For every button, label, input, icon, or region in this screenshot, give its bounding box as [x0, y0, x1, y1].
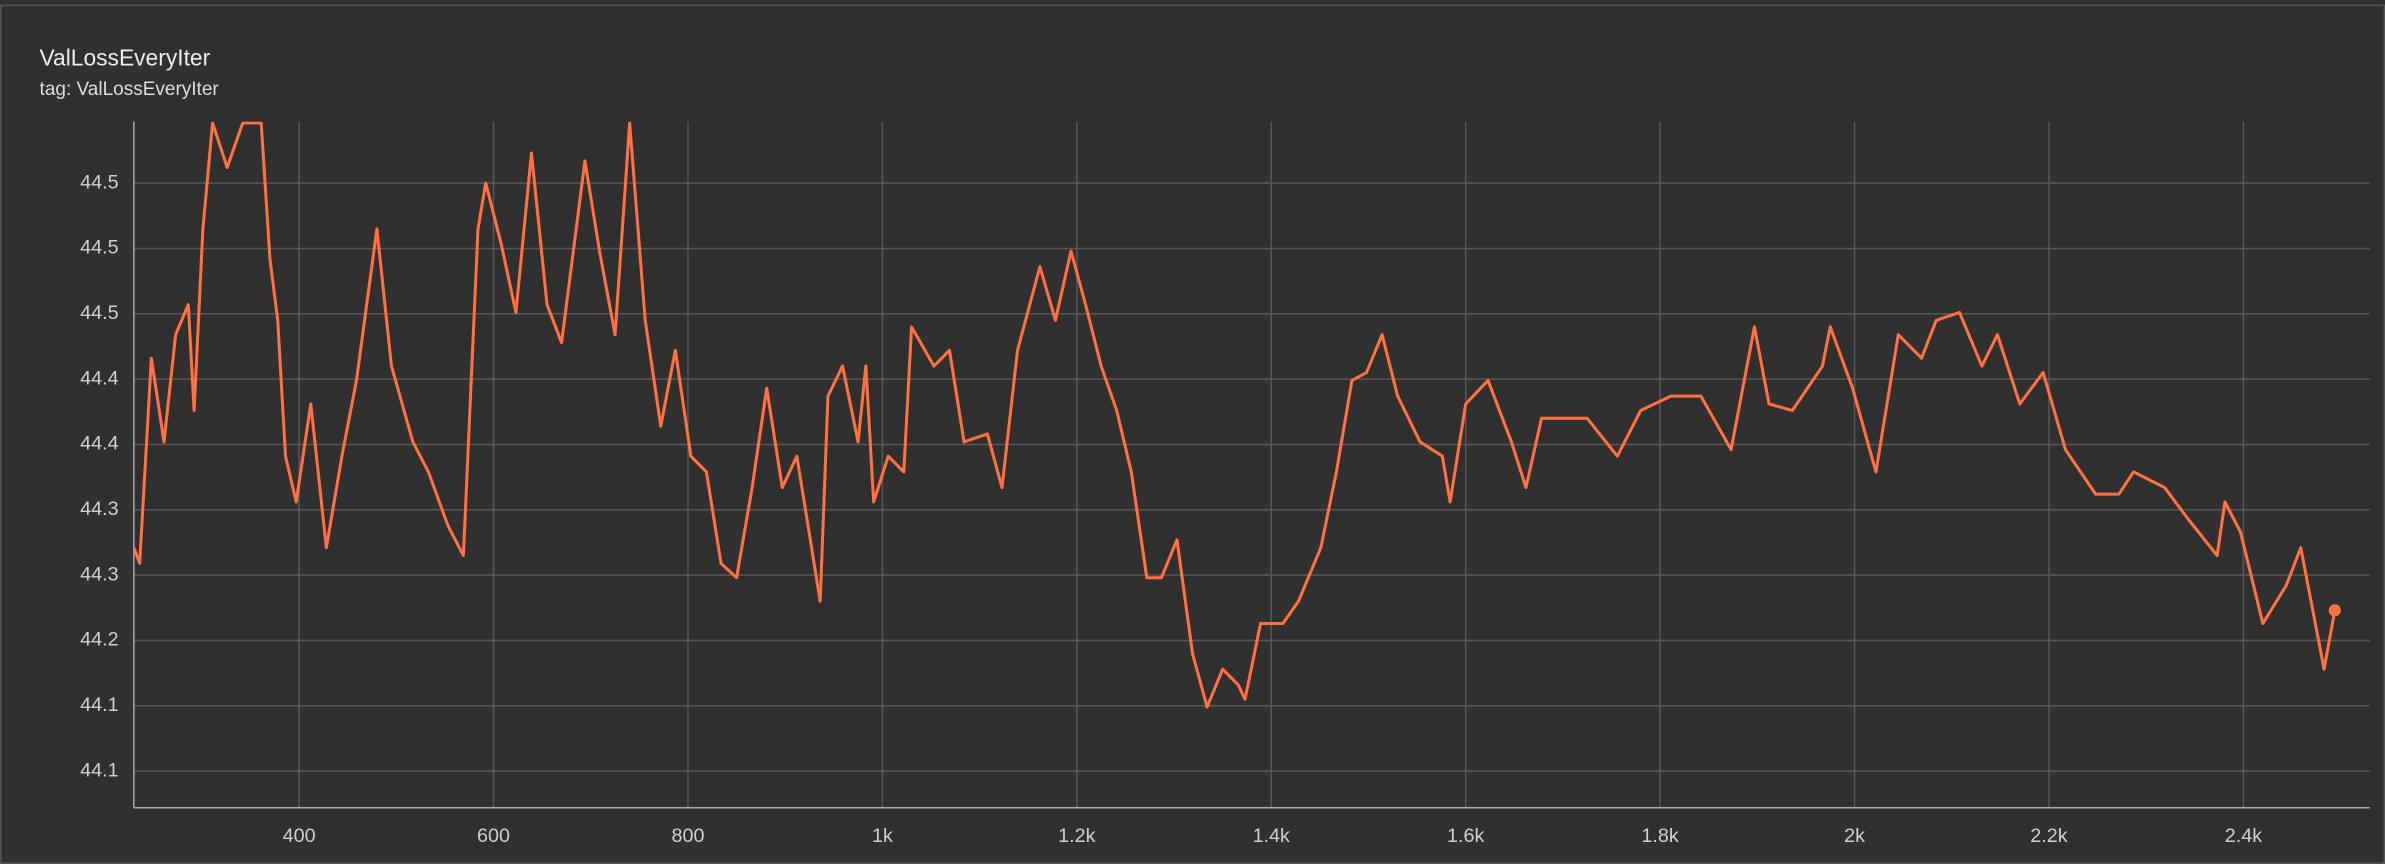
x-tick-label: 1k [872, 825, 893, 847]
line [133, 121, 2337, 709]
x-tick-label: 2k [1844, 825, 1865, 847]
card [0, 4, 2385, 864]
chart-subtitle: tag: ValLossEveryIter [40, 79, 220, 100]
y-tick-label: 44.3 [80, 563, 118, 585]
x-tick-label: 2.4k [2225, 825, 2262, 847]
y-tick-label: 44.3 [80, 498, 118, 520]
y-tick-label: 44.1 [80, 759, 118, 781]
y-tick-label: 44.5 [80, 302, 118, 324]
last-point [2328, 604, 2341, 617]
x-tick-label: 1.8k [1641, 825, 1678, 847]
y-tick-label: 44.4 [80, 433, 118, 455]
y-tick-label: 44.5 [80, 171, 118, 193]
y-tick-label: 44.5 [80, 237, 118, 259]
x-tick-label: 400 [283, 825, 316, 847]
x-tick-label: 1.2k [1058, 825, 1095, 847]
x-tick-label: 600 [477, 825, 510, 847]
chart-title: ValLossEveryIter [40, 44, 211, 70]
x-tick-label: 1.6k [1447, 825, 1484, 847]
y-tick-label: 44.1 [80, 694, 118, 716]
x-tick-label: 2.2k [2030, 825, 2067, 847]
y-tick-label: 44.2 [80, 629, 118, 651]
y-tick-label: 44.4 [80, 367, 118, 389]
x-tick-label: 800 [671, 825, 704, 847]
x-tick-label: 1.4k [1253, 825, 1290, 847]
